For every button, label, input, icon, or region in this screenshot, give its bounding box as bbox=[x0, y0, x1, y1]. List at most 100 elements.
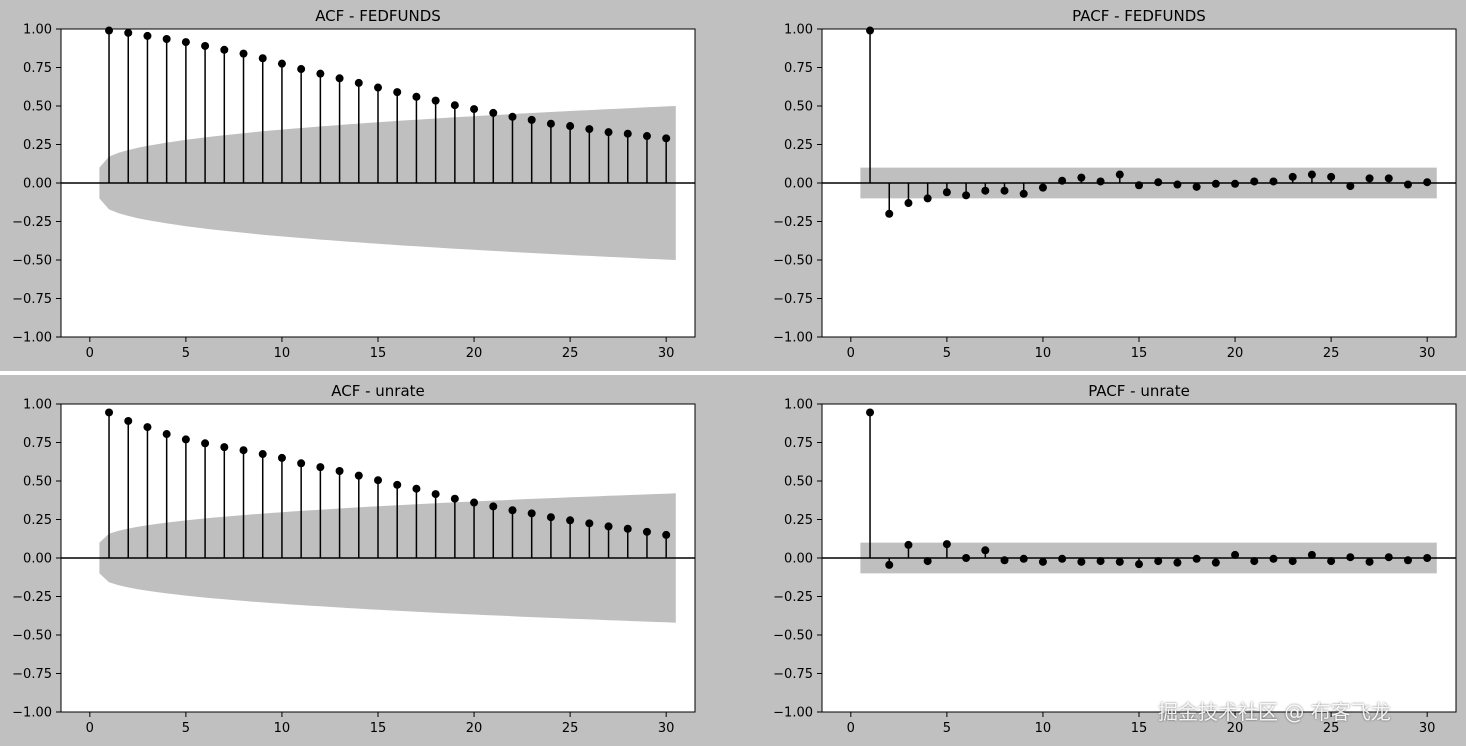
y-tick-label: 1.00 bbox=[23, 398, 52, 413]
stem-marker bbox=[508, 506, 517, 515]
stem-marker bbox=[1135, 181, 1143, 190]
stem-marker bbox=[527, 115, 536, 124]
stem-marker bbox=[1115, 557, 1124, 566]
stem-marker bbox=[942, 188, 951, 197]
stem-marker bbox=[1307, 170, 1316, 179]
stem-marker bbox=[508, 112, 517, 121]
stem-marker bbox=[1211, 179, 1220, 188]
stem-marker bbox=[1403, 180, 1412, 189]
stem-marker bbox=[1038, 183, 1047, 192]
y-tick-label: 0.50 bbox=[784, 475, 813, 490]
stem-marker bbox=[1250, 177, 1259, 186]
y-tick-label: 0.75 bbox=[784, 436, 813, 451]
y-tick-label: 0.00 bbox=[23, 177, 52, 192]
stem-marker bbox=[239, 446, 248, 455]
y-tick-label: −0.50 bbox=[12, 254, 52, 269]
x-tick-label: 25 bbox=[1323, 721, 1340, 736]
y-tick-label: −0.75 bbox=[12, 292, 52, 307]
x-tick-label: 0 bbox=[86, 346, 94, 361]
stem-marker bbox=[962, 191, 971, 200]
stem-marker bbox=[124, 416, 133, 425]
y-tick-label: −0.50 bbox=[12, 629, 52, 644]
stem-marker bbox=[412, 484, 421, 493]
stem-marker bbox=[662, 134, 671, 143]
stem-marker bbox=[1423, 178, 1432, 187]
stem-marker bbox=[1192, 554, 1201, 563]
stem-marker bbox=[866, 408, 875, 417]
x-tick-label: 5 bbox=[182, 721, 190, 736]
stem-marker bbox=[604, 128, 613, 137]
x-tick-label: 25 bbox=[1323, 346, 1340, 361]
x-tick-label: 25 bbox=[562, 721, 579, 736]
y-tick-label: −0.25 bbox=[773, 590, 813, 605]
chart-title: ACF - unrate bbox=[331, 382, 425, 400]
y-tick-label: 0.25 bbox=[784, 513, 813, 528]
stem-marker bbox=[277, 453, 286, 462]
stem-marker bbox=[1000, 556, 1009, 565]
y-tick-label: 0.00 bbox=[784, 552, 813, 567]
y-tick-label: −1.00 bbox=[12, 331, 52, 346]
stem-marker bbox=[1327, 172, 1336, 181]
stem-marker bbox=[1403, 556, 1412, 565]
stem-marker bbox=[297, 459, 306, 468]
stem-marker bbox=[1288, 557, 1297, 566]
chart-title: ACF - FEDFUNDS bbox=[315, 7, 441, 25]
stem-marker bbox=[1365, 557, 1374, 566]
stem-marker bbox=[623, 524, 632, 533]
stem-marker bbox=[1058, 176, 1067, 185]
stem-marker bbox=[393, 480, 402, 489]
stem-marker bbox=[316, 463, 325, 472]
stem-marker bbox=[585, 125, 594, 134]
stem-marker bbox=[143, 31, 152, 40]
stem-marker bbox=[1077, 173, 1086, 182]
y-tick-label: −0.25 bbox=[773, 215, 813, 230]
x-tick-label: 30 bbox=[658, 346, 675, 361]
stem-marker bbox=[181, 435, 190, 444]
stem-marker bbox=[1250, 557, 1259, 566]
x-tick-label: 10 bbox=[1035, 346, 1052, 361]
stem-marker bbox=[374, 476, 382, 485]
x-tick-label: 15 bbox=[1131, 346, 1148, 361]
x-tick-label: 10 bbox=[274, 721, 291, 736]
x-tick-label: 5 bbox=[182, 346, 190, 361]
stem-marker bbox=[143, 423, 152, 432]
x-tick-label: 15 bbox=[370, 346, 387, 361]
stem-marker bbox=[1058, 554, 1067, 563]
x-tick-label: 30 bbox=[1419, 721, 1436, 736]
x-tick-label: 25 bbox=[562, 346, 579, 361]
x-tick-label: 15 bbox=[370, 721, 387, 736]
stem-marker bbox=[1211, 558, 1220, 567]
stem-marker bbox=[1423, 554, 1432, 562]
y-tick-label: 0.75 bbox=[784, 61, 813, 76]
stem-marker bbox=[1154, 557, 1163, 566]
stem-marker bbox=[374, 83, 382, 92]
stem-marker bbox=[904, 199, 913, 208]
stem-marker bbox=[201, 439, 210, 448]
stem-marker bbox=[1019, 554, 1028, 563]
stem-marker bbox=[1384, 553, 1393, 562]
stem-marker bbox=[942, 540, 951, 549]
stem-marker bbox=[1000, 186, 1009, 195]
y-tick-label: 1.00 bbox=[784, 23, 813, 38]
stem-marker bbox=[393, 88, 402, 97]
y-tick-label: 0.50 bbox=[23, 475, 52, 490]
x-tick-label: 20 bbox=[466, 721, 483, 736]
y-tick-label: 1.00 bbox=[23, 23, 52, 38]
stem-marker bbox=[354, 78, 363, 87]
y-tick-label: 0.25 bbox=[23, 513, 52, 528]
x-tick-label: 15 bbox=[1131, 721, 1148, 736]
stem-marker bbox=[546, 513, 555, 522]
stem-marker bbox=[335, 74, 344, 83]
y-tick-label: 0.00 bbox=[23, 552, 52, 567]
stem-marker bbox=[450, 494, 459, 503]
y-tick-label: −0.25 bbox=[12, 590, 52, 605]
stem-marker bbox=[258, 450, 267, 459]
x-tick-label: 20 bbox=[466, 346, 483, 361]
stem-marker bbox=[981, 546, 990, 555]
stem-marker bbox=[1346, 553, 1355, 562]
stem-marker bbox=[1231, 179, 1240, 188]
stem-marker bbox=[885, 560, 894, 569]
stem-marker bbox=[105, 408, 114, 417]
